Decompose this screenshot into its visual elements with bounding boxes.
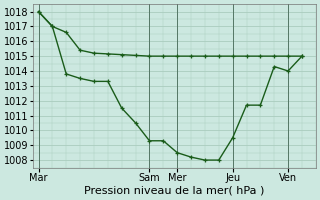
X-axis label: Pression niveau de la mer( hPa ): Pression niveau de la mer( hPa )	[84, 186, 265, 196]
